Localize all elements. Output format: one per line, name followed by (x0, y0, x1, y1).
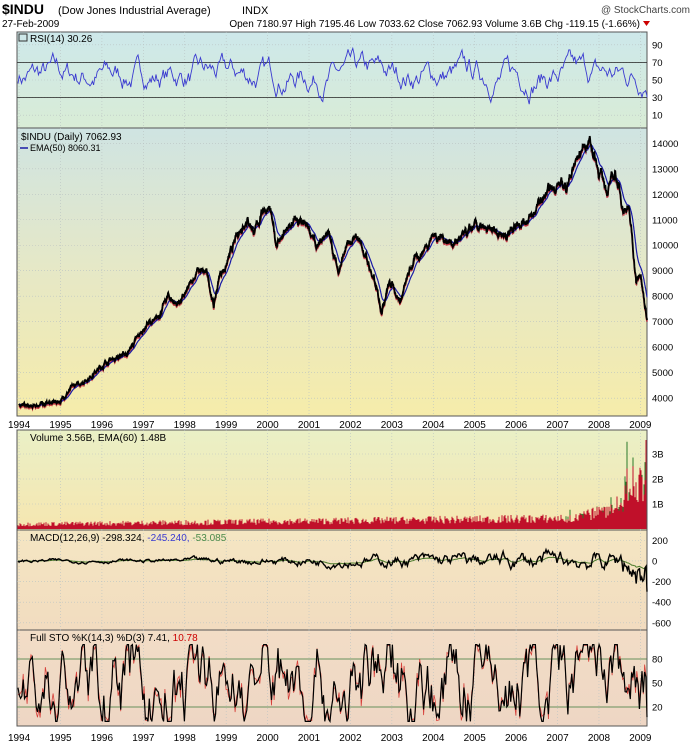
x-tick-label: 1994 (8, 733, 31, 744)
price-legend-main: $INDU (Daily) 7062.93 (21, 132, 122, 143)
rsi-line (17, 46, 648, 105)
svg-text:MACD(12,26,9) -298.324,: MACD(12,26,9) -298.324, -245.240, -53.08… (30, 533, 227, 544)
x-tick-label: 1996 (91, 420, 114, 431)
x-tick-label: 2009 (629, 420, 652, 431)
rsi-title: RSI(14) 30.26 (30, 34, 93, 45)
macd-title-signal: -245.240, (147, 533, 189, 544)
volume-tick-label: 1B (652, 500, 664, 511)
x-tick-label: 2004 (422, 733, 445, 744)
rsi-tick-label: 70 (652, 58, 663, 69)
tick-labels: 1994 1994 1995 1995 1996 1996 1997 1997 1998 1998… (8, 40, 678, 744)
watermark: @ StockCharts.com (601, 5, 690, 16)
macd-legend: MACD(12,26,9) -298.324, -245.240, -53.08… (30, 533, 227, 544)
price-legend-ema: EMA(50) 8060.31 (30, 143, 101, 153)
price-line (18, 135, 648, 411)
x-tick-label: 1999 (215, 733, 238, 744)
x-tick-label: 1998 (174, 733, 197, 744)
price-tick-label: 4000 (652, 394, 673, 405)
x-tick-label: 2006 (505, 420, 528, 431)
symbol-title: $INDU (2, 1, 44, 17)
x-tick-label: 1995 (49, 420, 72, 431)
x-tick-label: 2009 (629, 733, 652, 744)
volume-tick-label: 2B (652, 475, 664, 486)
volume-bars (17, 440, 647, 529)
sto-k-line (17, 642, 648, 724)
exchange-label: INDX (242, 5, 269, 17)
macd-tick-label: 200 (652, 536, 668, 547)
x-tick-label: 2005 (464, 733, 487, 744)
sto-tick-label: 50 (652, 679, 663, 690)
x-tick-label: 2007 (546, 420, 569, 431)
sto-title-d: 10.78 (173, 633, 198, 644)
x-tick-label: 1995 (49, 733, 72, 744)
price-tick-label: 12000 (652, 190, 678, 201)
x-tick-label: 2007 (546, 733, 569, 744)
price-panel (16, 127, 648, 417)
x-tick-label: 1997 (132, 733, 155, 744)
price-series (18, 135, 648, 412)
price-tick-label: 5000 (652, 368, 673, 379)
index-name: (Dow Jones Industrial Average) (58, 5, 211, 17)
volume-tick-label: 3B (652, 450, 664, 461)
down-arrow-icon (643, 21, 650, 26)
price-tick-label: 13000 (652, 164, 678, 175)
quote-date: 27-Feb-2009 (2, 19, 60, 30)
x-tick-label: 2003 (381, 733, 404, 744)
x-tick-label: 1996 (91, 733, 114, 744)
sto-tick-label: 80 (652, 655, 663, 666)
x-tick-label: 2002 (339, 420, 362, 431)
x-tick-label: 2008 (588, 420, 611, 431)
price-tick-label: 9000 (652, 266, 673, 277)
price-tick-label: 10000 (652, 241, 678, 252)
price-tick-label: 7000 (652, 317, 673, 328)
macd-tick-label: 0 (652, 556, 657, 567)
macd-series (17, 547, 648, 592)
x-tick-label: 1994 (8, 420, 31, 431)
quote-line: Open 7180.97 High 7195.46 Low 7033.62 Cl… (229, 19, 640, 30)
x-tick-label: 1997 (132, 420, 155, 431)
x-tick-label: 2001 (298, 420, 321, 431)
x-tick-label: 2000 (256, 733, 279, 744)
rsi-tick-label: 10 (652, 111, 663, 122)
rsi-tick-label: 50 (652, 76, 663, 87)
x-tick-label: 1999 (215, 420, 238, 431)
sto-series (17, 642, 648, 724)
x-tick-label: 1998 (174, 420, 197, 431)
price-tick-label: 14000 (652, 139, 678, 150)
x-tick-label: 2003 (381, 420, 404, 431)
price-tick-label: 8000 (652, 292, 673, 303)
x-tick-label: 2000 (256, 420, 279, 431)
x-tick-label: 2004 (422, 420, 445, 431)
svg-text:Full STO %K(14,3) %D(3) 7.41,: Full STO %K(14,3) %D(3) 7.41, 10.78 (30, 633, 198, 644)
price-legend: $INDU (Daily) 7062.93 EMA(50) 8060.31 (20, 132, 122, 153)
volume-series (17, 440, 647, 529)
macd-title-hist: -53.085 (192, 533, 226, 544)
sto-legend: Full STO %K(14,3) %D(3) 7.41, 10.78 (30, 633, 198, 644)
x-tick-label: 2006 (505, 733, 528, 744)
x-tick-label: 2008 (588, 733, 611, 744)
macd-title-main: MACD(12,26,9) -298.324, (30, 533, 145, 544)
sto-title-main: Full STO %K(14,3) %D(3) 7.41, (30, 633, 170, 644)
volume-panel (16, 429, 648, 531)
rsi-tick-label: 30 (652, 93, 663, 104)
rsi-legend: RSI(14) 30.26 (18, 33, 93, 45)
macd-panel (16, 529, 648, 631)
price-tick-label: 11000 (652, 215, 678, 226)
rsi-series (17, 46, 648, 105)
sto-tick-label: 20 (652, 703, 663, 714)
macd-line (17, 547, 648, 592)
x-tick-label: 2002 (339, 733, 362, 744)
rsi-tick-label: 90 (652, 40, 663, 51)
price-tick-label: 6000 (652, 343, 673, 354)
x-tick-label: 2001 (298, 733, 321, 744)
x-tick-label: 2005 (464, 420, 487, 431)
macd-tick-label: -600 (652, 618, 671, 629)
macd-tick-label: -200 (652, 577, 671, 588)
volume-title: Volume 3.56B, EMA(60) 1.48B (30, 433, 167, 444)
macd-tick-label: -400 (652, 598, 671, 609)
